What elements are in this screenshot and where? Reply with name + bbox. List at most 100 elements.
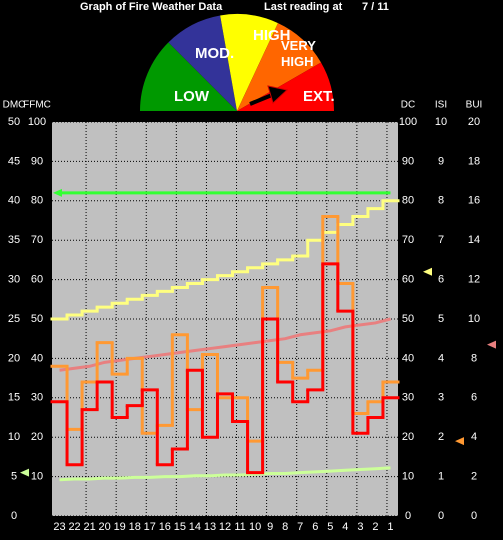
y-tick-label: 40 bbox=[8, 195, 20, 207]
x-tick-label: 22 bbox=[68, 521, 80, 533]
gauge-label: LOW bbox=[174, 88, 210, 105]
gauge-label: VERY HIGH bbox=[281, 38, 316, 69]
y-tick-label: 12 bbox=[468, 274, 480, 286]
y-tick-label: 4 bbox=[438, 352, 444, 364]
y-tick-label: 45 bbox=[8, 155, 20, 167]
gauge-needle-head bbox=[267, 85, 289, 104]
x-tick-label: 11 bbox=[234, 521, 245, 533]
x-tick-label: 19 bbox=[114, 521, 126, 533]
x-tick-label: 4 bbox=[342, 521, 348, 533]
y-tick-label: 30 bbox=[31, 392, 43, 404]
gauge-sector bbox=[220, 14, 278, 112]
y-tick-label: 50 bbox=[31, 313, 43, 325]
axis-title: ISI bbox=[435, 100, 447, 111]
y-tick-label: 10 bbox=[468, 313, 480, 325]
chart-title: Graph of Fire Weather Data bbox=[80, 1, 223, 13]
y-tick-label: 10 bbox=[402, 471, 414, 483]
y-tick-label: 4 bbox=[471, 431, 477, 443]
axis-title: FFMC bbox=[23, 100, 51, 111]
value-marker bbox=[487, 340, 496, 349]
y-tick-label: 70 bbox=[402, 234, 414, 246]
y-tick-label: 10 bbox=[8, 431, 20, 443]
axis-title: BUI bbox=[466, 100, 483, 111]
y-tick-label: 50 bbox=[8, 116, 20, 128]
y-tick-label: 30 bbox=[402, 392, 414, 404]
x-tick-label: 5 bbox=[327, 521, 333, 533]
y-tick-label: 8 bbox=[471, 352, 477, 364]
y-tick-label: 20 bbox=[402, 431, 414, 443]
gauge-label: HIGH bbox=[253, 27, 291, 44]
y-tick-label: 18 bbox=[468, 155, 480, 167]
y-tick-label: 80 bbox=[31, 195, 43, 207]
x-tick-label: 6 bbox=[312, 521, 318, 533]
x-tick-label: 1 bbox=[387, 521, 393, 533]
reading-label: Last reading at bbox=[264, 1, 343, 13]
x-tick-label: 15 bbox=[174, 521, 186, 533]
gauge-label: EXT. bbox=[303, 88, 335, 105]
gauge-sector bbox=[237, 23, 322, 112]
y-tick-label: 100 bbox=[28, 116, 46, 128]
y-tick-label: 1 bbox=[438, 471, 444, 483]
gauge-label: MOD. bbox=[195, 45, 234, 62]
y-tick-label: 14 bbox=[468, 234, 480, 246]
line bbox=[59, 466, 391, 482]
x-tick-label: 7 bbox=[297, 521, 303, 533]
gauge-sector bbox=[168, 15, 237, 111]
x-tick-label: 20 bbox=[99, 521, 111, 533]
gauge-needle bbox=[249, 93, 273, 106]
x-tick-label: 18 bbox=[129, 521, 141, 533]
axis-title: DC bbox=[401, 100, 415, 111]
y-tick-label: 5 bbox=[438, 313, 444, 325]
y-tick-label: 40 bbox=[402, 352, 414, 364]
y-tick-label: 15 bbox=[8, 392, 20, 404]
y-tick-label: 10 bbox=[31, 471, 43, 483]
y-tick-label: 70 bbox=[31, 234, 43, 246]
y-tick-label: 40 bbox=[31, 352, 43, 364]
x-tick-label: 13 bbox=[204, 521, 216, 533]
y-tick-label: 90 bbox=[402, 155, 414, 167]
y-tick-label: 8 bbox=[438, 195, 444, 207]
x-tick-label: 12 bbox=[219, 521, 231, 533]
y-tick-label: 0 bbox=[438, 510, 444, 522]
y-tick-label: 25 bbox=[8, 313, 20, 325]
x-tick-label: 21 bbox=[83, 521, 95, 533]
x-tick-label: 23 bbox=[53, 521, 65, 533]
y-tick-label: 5 bbox=[11, 471, 17, 483]
y-tick-label: 0 bbox=[471, 510, 477, 522]
gauge-label-line: VERY bbox=[281, 38, 316, 53]
gauge-sector bbox=[140, 42, 237, 111]
value-marker bbox=[20, 468, 29, 477]
gauge-label-line: HIGH bbox=[281, 54, 314, 69]
y-tick-label: 90 bbox=[31, 155, 43, 167]
x-tick-label: 9 bbox=[267, 521, 273, 533]
y-tick-label: 0 bbox=[11, 510, 17, 522]
y-tick-label: 35 bbox=[8, 234, 20, 246]
y-tick-label: 2 bbox=[471, 471, 477, 483]
y-tick-label: 60 bbox=[402, 274, 414, 286]
y-tick-label: 2 bbox=[438, 431, 444, 443]
y-tick-label: 20 bbox=[468, 116, 480, 128]
value-marker bbox=[423, 267, 432, 276]
x-tick-label: 16 bbox=[159, 521, 171, 533]
x-tick-label: 10 bbox=[249, 521, 261, 533]
y-tick-label: 6 bbox=[471, 392, 477, 404]
y-tick-label: 50 bbox=[402, 313, 414, 325]
y-tick-label: 100 bbox=[399, 116, 417, 128]
value-marker bbox=[53, 188, 62, 197]
y-tick-label: 30 bbox=[8, 274, 20, 286]
y-tick-label: 0 bbox=[405, 510, 411, 522]
y-tick-label: 3 bbox=[438, 392, 444, 404]
value-marker bbox=[455, 437, 464, 446]
y-tick-label: 20 bbox=[8, 352, 20, 364]
x-tick-label: 17 bbox=[144, 521, 156, 533]
y-tick-label: 7 bbox=[438, 234, 444, 246]
y-tick-label: 6 bbox=[438, 274, 444, 286]
x-tick-label: 8 bbox=[282, 521, 288, 533]
x-tick-label: 14 bbox=[189, 521, 201, 533]
x-tick-label: 2 bbox=[372, 521, 378, 533]
y-tick-label: 80 bbox=[402, 195, 414, 207]
axis-title: DMC bbox=[3, 100, 26, 111]
y-tick-label: 10 bbox=[435, 116, 447, 128]
y-tick-label: 60 bbox=[31, 274, 43, 286]
